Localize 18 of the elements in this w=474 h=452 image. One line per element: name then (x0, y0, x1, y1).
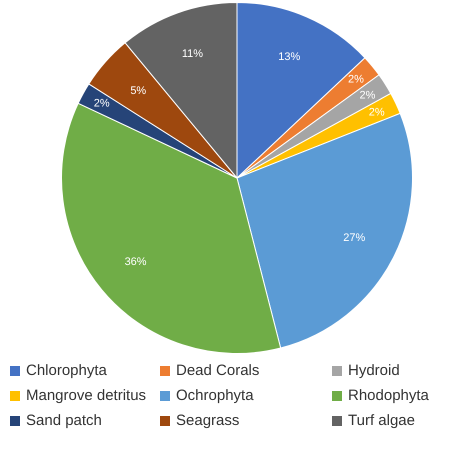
legend-label: Sand patch (25, 412, 103, 429)
data-label: 11% (182, 48, 204, 60)
data-label: 5% (130, 84, 146, 97)
data-label: 2% (348, 74, 364, 86)
data-label: 36% (124, 256, 147, 268)
legend-label: Turf algae (347, 412, 416, 429)
data-label: 2% (94, 98, 110, 110)
data-label: 27% (343, 232, 366, 244)
legend-label: Chlorophyta (25, 362, 108, 379)
legend-label: Dead Corals (175, 362, 260, 379)
data-label: 2% (359, 89, 376, 102)
legend-label: Hydroid (347, 362, 401, 379)
legend-label: Rhodophyta (347, 387, 430, 404)
legend-label: Seagrass (175, 412, 240, 429)
data-label: 2% (368, 106, 385, 118)
legend-label: Ochrophyta (175, 387, 255, 404)
legend-label: Mangrove detritus (25, 387, 148, 404)
data-label: 13% (278, 51, 300, 64)
